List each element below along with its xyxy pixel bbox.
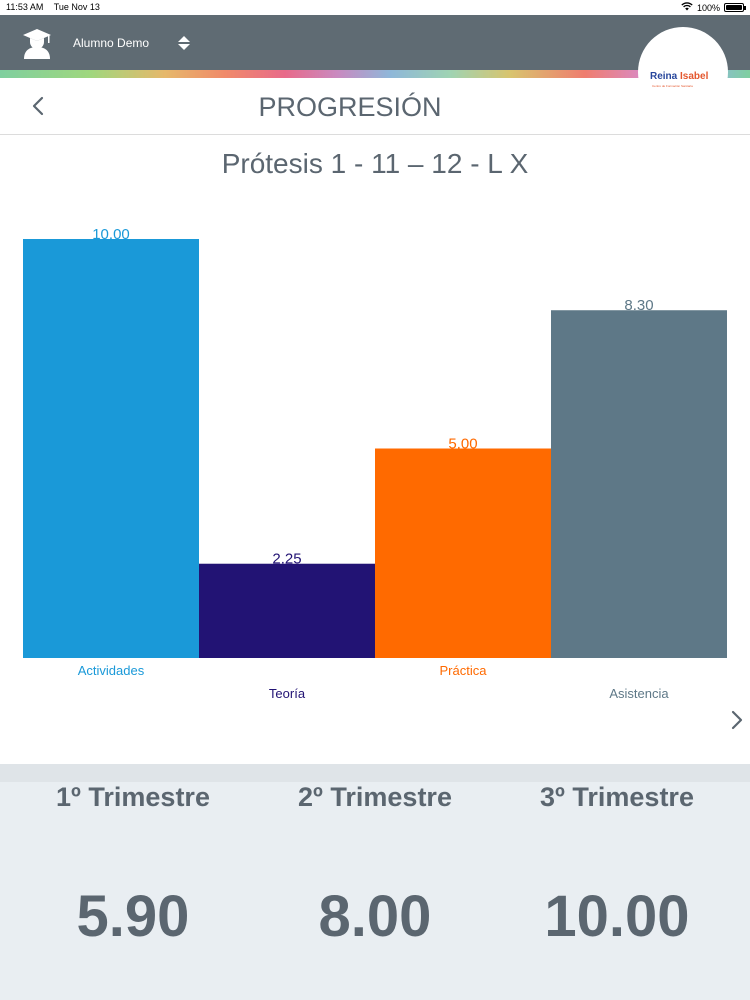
term-label: 2º Trimestre (298, 782, 452, 812)
wifi-icon (681, 2, 693, 13)
logo-tagline: Centro de Formación Sanitaria (652, 84, 693, 88)
progress-chart: 10.00 Actividades 2.25 Teoría 5.00 Práctica 8.… (0, 200, 750, 720)
bar-asistencia[interactable] (551, 310, 727, 658)
bar-value-label: 5.00 (448, 436, 477, 453)
bar-value-label: 8.30 (624, 297, 653, 314)
term-value: 8.00 (318, 884, 432, 949)
term-label: 3º Trimestre (540, 782, 694, 812)
status-bar: 11:53 AM Tue Nov 13 100% (0, 0, 750, 15)
logo-wordmark: Reina Isabel (650, 71, 709, 82)
user-name[interactable]: Alumno Demo (73, 36, 150, 50)
category-label: Teoría (269, 686, 306, 701)
bar-práctica[interactable] (375, 448, 551, 659)
app-header: Alumno Demo (0, 15, 750, 70)
school-logo: Reina Isabel Centro de Formación Sanitar… (638, 27, 728, 117)
term-value: 5.90 (76, 884, 190, 949)
term-value: 10.00 (544, 884, 690, 949)
bar-teoría[interactable] (199, 563, 375, 658)
category-label: Actividades (78, 663, 145, 678)
category-label: Asistencia (609, 686, 669, 701)
bar-value-label: 2.25 (272, 551, 301, 568)
term-1: 1º Trimestre 5.90 (8, 782, 258, 950)
next-chart-icon[interactable] (727, 708, 747, 732)
battery-percent: 100% (696, 2, 720, 13)
panel-divider (0, 764, 750, 782)
battery-icon (724, 3, 746, 12)
terms-panel: 1º Trimestre 5.90 2º Trimestre 8.00 3º T… (0, 764, 750, 1000)
status-time: 11:53 AM (6, 2, 44, 12)
term-2: 2º Trimestre 8.00 (250, 782, 500, 950)
category-label: Práctica (440, 663, 488, 678)
progress-bar-chart: 10.00 Actividades 2.25 Teoría 5.00 Práctica 8.… (23, 226, 727, 701)
header-gradient-strip (0, 70, 750, 78)
term-3: 3º Trimestre 10.00 (492, 782, 742, 950)
page-title: PROGRESIÓN (258, 92, 442, 122)
subject-title: Prótesis 1 - 11 – 12 - L X (221, 148, 529, 179)
term-label: 1º Trimestre (56, 782, 210, 812)
status-date: Tue Nov 13 (53, 2, 100, 12)
back-icon[interactable] (28, 94, 48, 118)
bar-actividades[interactable] (23, 239, 199, 658)
user-switch-icon[interactable] (177, 34, 191, 52)
nav-bar: PROGRESIÓN (0, 78, 750, 135)
student-avatar-icon[interactable] (22, 27, 52, 59)
bar-value-label: 10.00 (92, 226, 130, 243)
